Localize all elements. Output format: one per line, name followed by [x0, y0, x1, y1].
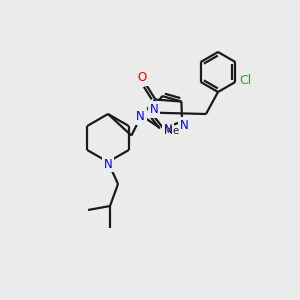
Text: N: N — [103, 158, 112, 170]
Text: Cl: Cl — [239, 74, 251, 86]
Text: N: N — [136, 110, 145, 123]
Text: O: O — [138, 71, 147, 84]
Text: Me: Me — [164, 125, 180, 136]
Text: N: N — [180, 119, 188, 132]
Text: N: N — [150, 103, 158, 116]
Text: N: N — [164, 123, 173, 136]
